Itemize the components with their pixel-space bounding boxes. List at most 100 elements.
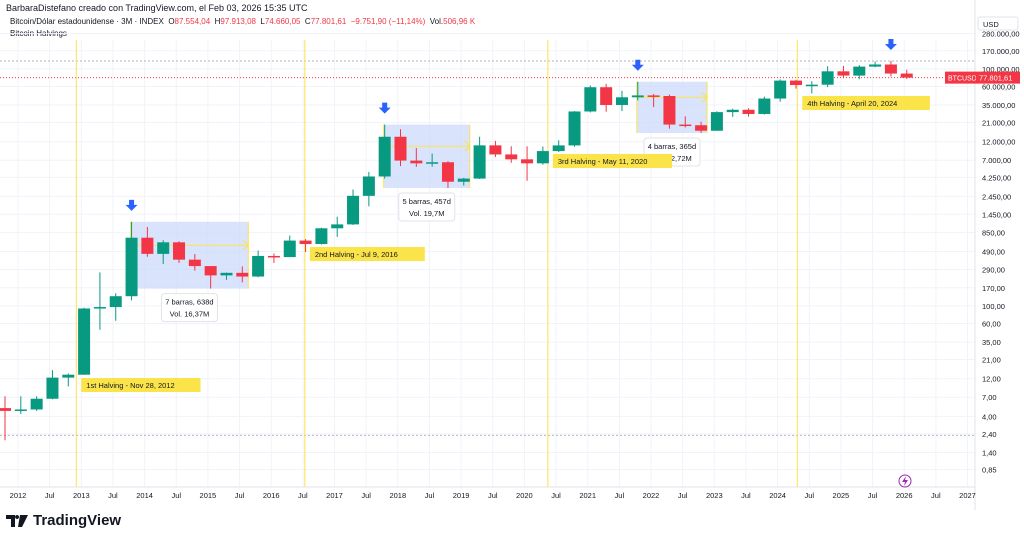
candle <box>647 94 660 108</box>
price-axis-tick: 490,00 <box>982 247 1005 256</box>
candle <box>900 69 913 80</box>
candle <box>837 65 850 79</box>
date-range-box <box>130 221 249 289</box>
candle <box>188 254 201 271</box>
candle-body <box>347 195 360 225</box>
price-axis-tick: 60.000,00 <box>982 83 1015 92</box>
candle-body <box>394 136 407 161</box>
candle <box>536 146 549 165</box>
range-info-bg <box>160 293 218 323</box>
candle-body <box>46 377 59 399</box>
candle <box>489 140 502 157</box>
time-axis-tick: 2016 <box>263 491 280 500</box>
candle <box>568 111 581 147</box>
candle-body <box>236 272 249 277</box>
time-axis-tick: Jul <box>678 491 688 500</box>
candle <box>441 161 454 188</box>
candle <box>584 85 597 113</box>
time-axis-tick: 2015 <box>200 491 217 500</box>
price-axis-tick: 170,00 <box>982 284 1005 293</box>
time-axis-tick: Jul <box>45 491 55 500</box>
candle-body <box>109 296 122 308</box>
time-axis-tick: Jul <box>425 491 435 500</box>
candle <box>220 272 233 280</box>
low-value: 74.660,05 <box>264 17 301 26</box>
price-chart[interactable]: 7 barras, 638d Vol. 16,37M 5 barras, 457d V… <box>0 0 1024 510</box>
candle <box>726 108 739 117</box>
candle-body <box>378 136 391 177</box>
candle <box>790 79 802 89</box>
candle-body <box>758 98 771 114</box>
close-value: 77.801,61 <box>310 17 347 26</box>
open-value: 87.554,04 <box>174 17 211 26</box>
candle-body <box>141 237 154 254</box>
lightning-icon-glyph <box>902 476 908 486</box>
range-info-box: 5 barras, 457d Vol. 19,7M <box>398 192 456 222</box>
symbol-name[interactable]: Bitcoin/Dólar estadounidense · 3M · INDE… <box>10 17 164 26</box>
tradingview-logo-icon <box>6 514 28 527</box>
candle-body <box>884 64 897 74</box>
candle <box>758 96 771 115</box>
candle <box>315 227 328 245</box>
halving-label: 2nd Halving - Jul 9, 2016 <box>309 247 425 261</box>
time-axis-tick: 2013 <box>73 491 90 500</box>
time-axis-tick: Jul <box>298 491 308 500</box>
price-axis-tick: 2,40 <box>982 430 997 439</box>
arrow-down-icon <box>378 102 391 114</box>
arrow-down-icon <box>631 59 644 71</box>
candle <box>774 79 787 102</box>
candle <box>426 153 439 167</box>
range-bars-label: 4 barras, 365d <box>648 142 696 151</box>
candle <box>457 177 470 186</box>
candle <box>0 396 11 441</box>
time-axis-tick: 2021 <box>579 491 596 500</box>
candle-body <box>837 71 850 76</box>
price-axis-tick: 21.000,00 <box>982 119 1015 128</box>
currency-button[interactable] <box>977 16 1019 31</box>
halving-label-text: 1st Halving - Nov 28, 2012 <box>86 381 174 390</box>
time-axis-tick: Jul <box>361 491 371 500</box>
candle-body <box>774 80 787 99</box>
candle-body <box>679 124 692 127</box>
halving-label: 4th Halving - April 20, 2024 <box>802 96 930 110</box>
time-axis-tick: 2022 <box>643 491 660 500</box>
symbol-tag: BTCUSD <box>948 76 977 83</box>
candle <box>331 216 344 237</box>
price-axis-tick: 1,40 <box>982 448 997 457</box>
candle-body <box>14 409 27 411</box>
candle-body <box>204 266 217 276</box>
range-bars-label: 7 barras, 638d <box>165 298 213 307</box>
currency-label: USD <box>983 20 999 29</box>
halving-label-bg <box>309 247 425 261</box>
candle-body <box>710 112 723 131</box>
candle-body <box>252 255 265 277</box>
candle-body <box>647 95 660 97</box>
candle <box>378 124 391 179</box>
candle <box>78 307 91 375</box>
candle-body <box>568 111 581 146</box>
candle <box>869 61 882 68</box>
open-label: O <box>168 17 175 26</box>
tradingview-logo[interactable]: TradingView <box>6 512 121 529</box>
volume-value: 506,96 K <box>443 17 476 26</box>
halving-label-bg <box>81 378 201 392</box>
candle <box>505 146 518 163</box>
candle <box>252 250 265 278</box>
price-axis-tick: 21,00 <box>982 356 1001 365</box>
candle <box>362 171 375 207</box>
halving-label-bg <box>802 96 930 110</box>
candle <box>631 81 644 101</box>
price-axis-tick: 7.000,00 <box>982 156 1011 165</box>
candle-body <box>869 64 882 67</box>
candle <box>552 140 565 152</box>
logo-text: TradingView <box>33 512 122 529</box>
candle-body <box>505 154 518 160</box>
candle-body <box>473 145 486 179</box>
change-value: −9.751,90 (−11,14%) <box>350 17 426 26</box>
price-axis-tick: 0,85 <box>982 466 997 475</box>
candle <box>141 227 154 257</box>
time-axis-tick: Jul <box>108 491 118 500</box>
candle-body <box>821 71 834 85</box>
price-axis-tick: 2.450,00 <box>982 192 1011 201</box>
candle-body <box>726 109 739 113</box>
